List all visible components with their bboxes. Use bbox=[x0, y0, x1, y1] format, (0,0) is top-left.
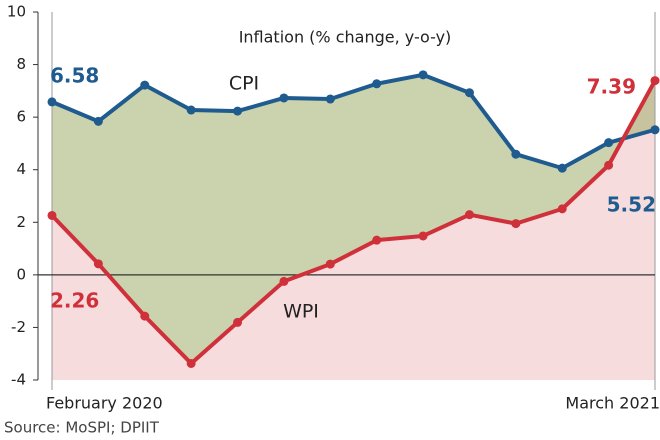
series-point bbox=[604, 160, 614, 170]
series-point bbox=[233, 317, 243, 327]
series-point bbox=[511, 219, 521, 229]
y-tick-label: 4 bbox=[16, 160, 26, 178]
y-tick-label: 6 bbox=[16, 108, 26, 126]
series-point bbox=[372, 79, 382, 89]
series-point bbox=[279, 93, 289, 103]
data-label: 5.52 bbox=[607, 193, 656, 217]
series-point bbox=[650, 125, 660, 135]
series-point bbox=[325, 94, 335, 104]
y-tick-label: 10 bbox=[7, 3, 26, 21]
series-label: WPI bbox=[283, 301, 319, 323]
series-point bbox=[650, 76, 660, 86]
series-point bbox=[372, 235, 382, 245]
series-point bbox=[93, 116, 103, 126]
y-tick-label: 2 bbox=[16, 213, 26, 231]
data-label: 7.39 bbox=[587, 75, 636, 99]
series-point bbox=[464, 88, 474, 98]
series-point bbox=[604, 138, 614, 148]
series-point bbox=[47, 97, 57, 107]
series-point bbox=[93, 259, 103, 269]
series-line bbox=[50, 79, 657, 366]
series-point bbox=[47, 210, 57, 220]
y-tick-label: -2 bbox=[11, 318, 26, 336]
series-point bbox=[186, 358, 196, 368]
series-label: CPI bbox=[229, 73, 259, 95]
x-tick-label: February 2020 bbox=[46, 394, 163, 413]
series-point bbox=[140, 311, 150, 321]
y-tick-label: -4 bbox=[11, 371, 26, 389]
series-point bbox=[140, 80, 150, 90]
plot-layer: -4 -2 0 2 4 6 8 10 February 2020 March 2021 CPI WPI… bbox=[7, 3, 660, 413]
chart-title: Inflation (% change, y-o-y) bbox=[239, 28, 452, 47]
series-point bbox=[186, 105, 196, 115]
series-point bbox=[325, 259, 335, 269]
y-tick-label: 8 bbox=[16, 55, 26, 73]
series-point bbox=[279, 276, 289, 286]
series-point bbox=[557, 204, 567, 214]
source-note: Source: MoSPI; DPIIT bbox=[4, 419, 160, 437]
x-tick-label: March 2021 bbox=[565, 394, 660, 413]
series-point bbox=[418, 231, 428, 241]
wpi-area bbox=[52, 80, 655, 380]
data-label: 6.58 bbox=[50, 64, 99, 88]
series-line bbox=[51, 72, 656, 171]
photo-backdrop bbox=[52, 74, 655, 364]
data-label: 2.26 bbox=[50, 289, 99, 313]
series-point bbox=[418, 70, 428, 80]
series-point bbox=[557, 163, 567, 173]
series-point bbox=[511, 149, 521, 159]
y-tick-label: 0 bbox=[16, 265, 26, 283]
series-point bbox=[233, 106, 243, 116]
series-point bbox=[464, 210, 474, 220]
